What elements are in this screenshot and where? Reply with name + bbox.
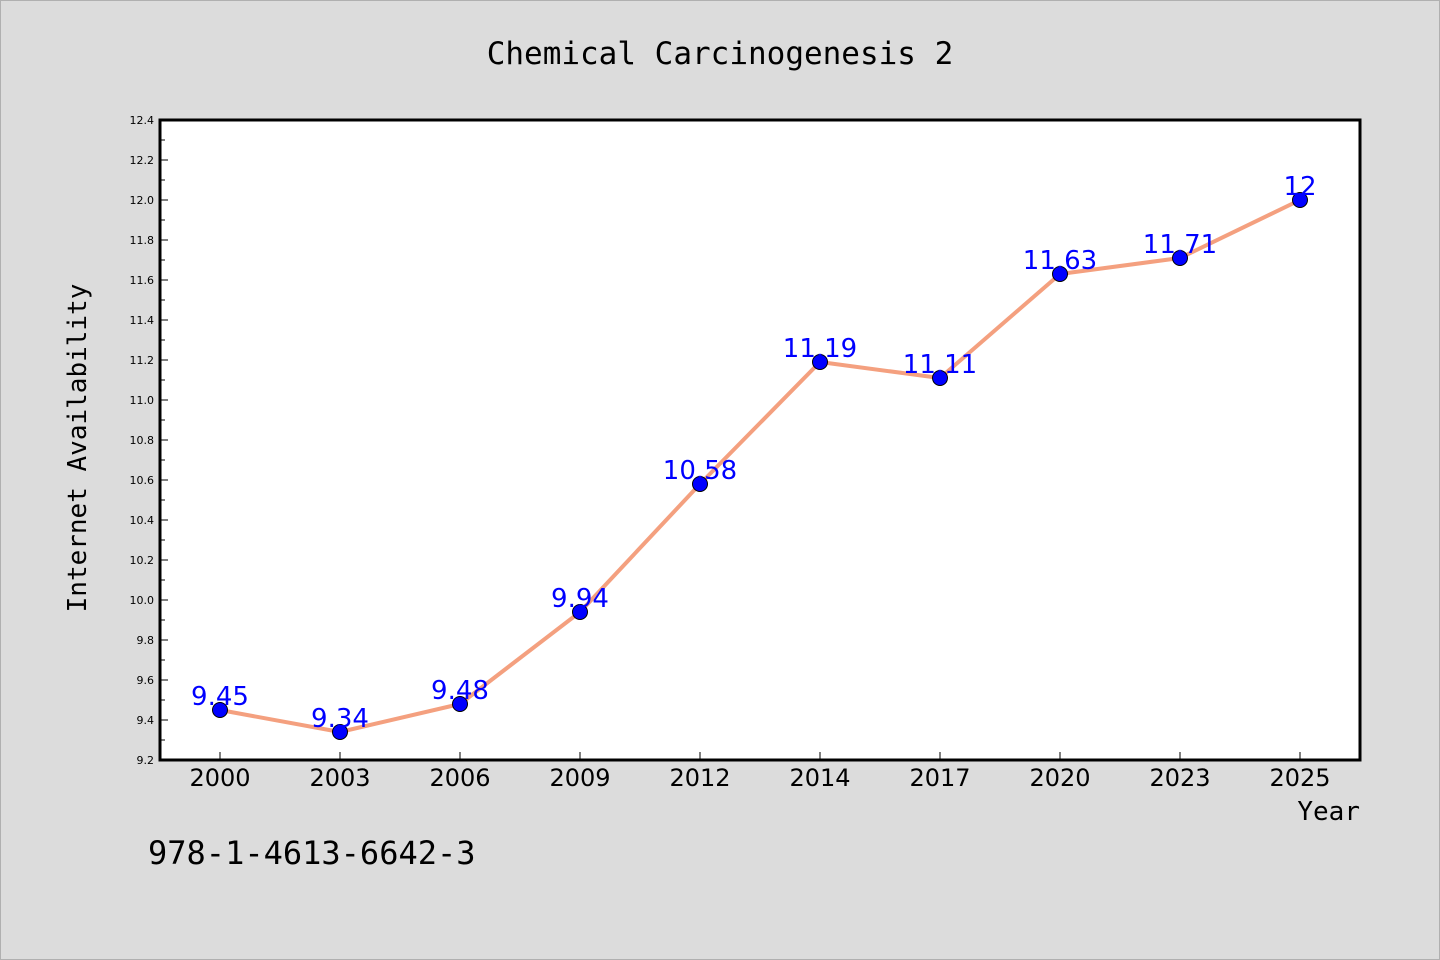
x-tick-label: 2025 (1269, 764, 1330, 792)
y-tick-label: 10.2 (130, 554, 155, 567)
x-tick-label: 2020 (1029, 764, 1090, 792)
x-axis: 2000 2003 2006 2009 2012 2014 2017 2020 2023 2025 (189, 752, 1331, 792)
data-label: 9.45 (191, 682, 249, 712)
data-labels-group: 9.45 9.34 9.48 9.94 10.58 11.19 11.11 11.63 11.7… (191, 172, 1316, 734)
data-label: 9.34 (311, 704, 369, 734)
data-point (692, 476, 708, 492)
data-label: 12 (1283, 172, 1316, 202)
y-tick-label: 11.0 (130, 394, 155, 407)
y-tick-label: 11.6 (130, 274, 155, 287)
y-tick-label: 11.2 (130, 354, 155, 367)
data-point (1172, 250, 1188, 266)
x-tick-label: 2009 (549, 764, 610, 792)
data-label: 11.11 (903, 350, 977, 380)
series-line (219, 198, 1301, 734)
y-tick-label: 10.8 (130, 434, 155, 447)
data-label: 9.48 (431, 676, 489, 706)
data-label: 11.63 (1023, 246, 1097, 276)
plot-area (158, 118, 1362, 762)
data-label: 11.19 (783, 334, 857, 364)
y-tick-label: 10.6 (130, 474, 155, 487)
y-tick-label: 12.0 (130, 194, 155, 207)
x-tick-label: 2012 (669, 764, 730, 792)
y-axis: 9.2 9.4 9.6 9.8 10.0 10.2 10.4 10.6 10.8 11.0 11.2… (130, 114, 168, 767)
chart-title: Chemical Carcinogenesis 2 (487, 36, 954, 72)
y-tick-label: 9.2 (137, 754, 155, 767)
series-group (212, 192, 1308, 740)
data-point (932, 370, 948, 386)
y-axis-label: Internet Availability (63, 284, 93, 613)
x-tick-label: 2006 (429, 764, 490, 792)
isbn-note: 978-1-4613-6642-3 (148, 834, 476, 872)
x-tick-label: 2017 (909, 764, 970, 792)
y-tick-label: 11.4 (130, 314, 155, 327)
data-point (212, 702, 228, 718)
data-point (812, 354, 828, 370)
x-tick-label: 2014 (789, 764, 850, 792)
x-axis-label: Year (1297, 797, 1360, 827)
data-point (1292, 192, 1308, 208)
x-tick-label: 2003 (309, 764, 370, 792)
y-tick-label: 12.4 (130, 114, 155, 127)
y-tick-label: 9.6 (137, 674, 155, 687)
data-point (1052, 266, 1068, 282)
y-tick-label: 10.0 (130, 594, 155, 607)
y-tick-label: 12.2 (130, 154, 155, 167)
data-point (452, 696, 468, 712)
x-tick-label: 2000 (189, 764, 250, 792)
data-label: 10.58 (663, 456, 737, 486)
y-tick-label: 9.8 (137, 634, 155, 647)
data-label: 9.94 (551, 584, 609, 614)
data-point (572, 604, 588, 620)
y-tick-label: 10.4 (130, 514, 155, 527)
y-tick-label: 9.4 (137, 714, 155, 727)
x-tick-label: 2023 (1149, 764, 1210, 792)
data-point (332, 724, 348, 740)
data-label: 11.71 (1143, 230, 1217, 260)
y-tick-label: 11.8 (130, 234, 155, 247)
